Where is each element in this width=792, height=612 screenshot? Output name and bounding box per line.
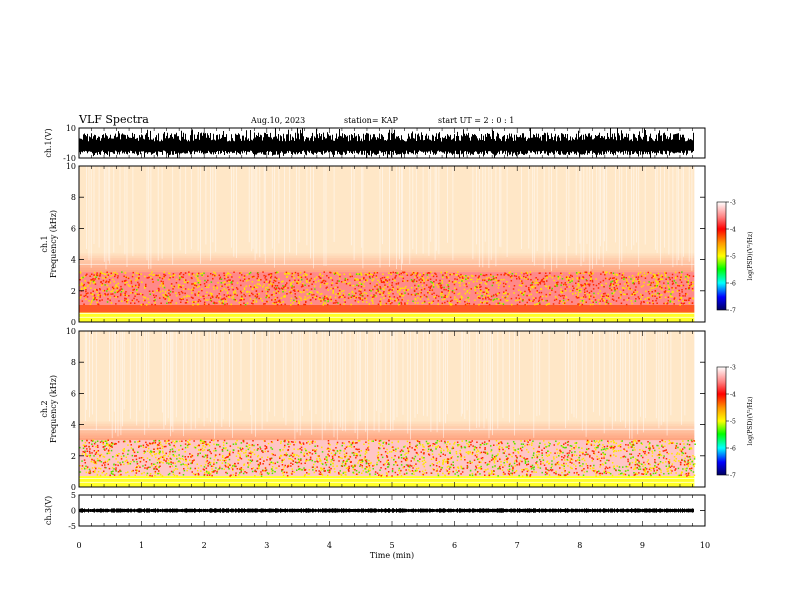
colorbar-tick-label: -6	[730, 281, 736, 288]
x-tick-label: 7	[515, 541, 520, 550]
colorbar-tick-label: -7	[730, 308, 736, 315]
spectrogram-ylabel: ch.2	[40, 400, 49, 417]
colorbar-tick-label: -6	[730, 446, 736, 453]
x-tick-label: 2	[202, 541, 207, 550]
colorbar-tick-label: -5	[730, 254, 736, 261]
spectrogram-speckle	[82, 271, 690, 306]
x-tick-label: 9	[640, 541, 645, 550]
x-axis-label: Time (min)	[370, 551, 414, 560]
x-tick-label: 5	[389, 541, 394, 550]
y-tick-label: 2	[71, 287, 76, 296]
ch1-colorbar: -3 -4 -5 -6 -7 log(PSD)(V²/Hz)	[716, 200, 754, 315]
y-tick-label: 4	[71, 256, 76, 265]
spectrogram-speckle	[79, 271, 695, 306]
y-tick-label: 2	[71, 452, 76, 461]
spectrogram-speckle	[81, 439, 695, 477]
figure-title: VLF Spectra	[78, 113, 149, 126]
spectrogram-ylabel: Frequency (kHz)	[49, 375, 58, 443]
ch3-waveform-panel: 5 0 -5 ch.3(V)	[44, 491, 706, 531]
spectrogram-band	[79, 476, 695, 487]
y-tick-label: 10	[66, 162, 76, 171]
ch3-waveform-trace	[79, 508, 694, 513]
ch2-colorbar: -3 -4 -5 -6 -7 log(PSD)(V²/Hz)	[716, 365, 754, 480]
y-tick-label: 10	[66, 124, 76, 133]
x-tick-label: 4	[327, 541, 332, 550]
ch1-spectrogram-panel: 0 2 4 6 8 10 ch.1 Frequency (kHz)	[40, 162, 706, 327]
ch1-waveform-ylabel: ch.1(V)	[44, 128, 53, 157]
spectrogram-band	[79, 260, 695, 263]
colorbar-label: log(PSD)(V²/Hz)	[747, 232, 754, 281]
spectrogram-ylabel: ch.1	[40, 235, 49, 252]
spectrogram-band	[79, 331, 695, 441]
spectrogram-band	[79, 433, 695, 436]
spectrogram-band	[79, 265, 695, 268]
date-label: Aug.10, 2023	[250, 116, 305, 125]
ch2-spectrogram-panel: 0 2 4 6 8 10 ch.2 Frequency (kHz)	[40, 327, 706, 492]
y-tick-label: 8	[71, 193, 76, 202]
spectrogram-band	[79, 421, 695, 424]
x-tick-label: 1	[139, 541, 144, 550]
y-tick-label: 6	[71, 224, 76, 233]
spectrogram-band	[79, 435, 695, 438]
spectrogram-band	[79, 255, 695, 259]
colorbar-gradient	[716, 366, 727, 476]
colorbar-tick-label: -3	[730, 200, 736, 207]
spectrogram-band	[79, 253, 695, 256]
spectrogram-band	[79, 267, 695, 270]
station-label: station= KAP	[344, 116, 399, 125]
spectrogram-band	[79, 304, 695, 313]
time-axis: 0 1 2 3 4 5 6 7 8 9 10 Time (min)	[76, 541, 710, 560]
y-tick-label: 10	[66, 327, 76, 336]
x-tick-label: 0	[76, 541, 81, 550]
y-tick-label: 8	[71, 358, 76, 367]
colorbar-tick-label: -7	[730, 473, 736, 480]
colorbar-tick-label: -4	[730, 392, 736, 399]
y-tick-label: 4	[71, 421, 76, 430]
colorbar-label: log(PSD)(V²/Hz)	[747, 397, 754, 446]
ch1-waveform-trace	[79, 128, 694, 158]
x-tick-label: 8	[577, 541, 582, 550]
ch3-waveform-ylabel: ch.3(V)	[44, 496, 53, 525]
spectrogram-band	[79, 426, 695, 429]
y-tick-label: -5	[68, 522, 76, 531]
spectrogram-band	[79, 423, 695, 427]
spectrogram-band	[79, 269, 695, 273]
x-tick-label: 6	[452, 541, 457, 550]
y-tick-label: 0	[71, 507, 76, 516]
ch1-waveform-panel: 10 -10 ch.1(V)	[44, 124, 706, 163]
spectrogram-streaks	[86, 166, 693, 272]
x-tick-label: 10	[700, 541, 710, 550]
y-tick-label: -10	[63, 154, 76, 163]
x-tick-label: 3	[264, 541, 269, 550]
spectrogram-band	[79, 166, 695, 273]
colorbar-gradient	[716, 201, 727, 311]
start-time-label: start UT = 2 : 0 : 1	[438, 116, 514, 125]
y-tick-label: 0	[71, 483, 76, 492]
y-tick-label: 0	[71, 318, 76, 327]
colorbar-tick-label: -4	[730, 227, 736, 234]
colorbar-tick-label: -3	[730, 365, 736, 372]
y-tick-label: 5	[71, 491, 76, 500]
spectrogram-ylabel: Frequency (kHz)	[49, 210, 58, 278]
spectrogram-band	[79, 258, 695, 261]
spectrogram-band	[79, 437, 695, 441]
y-tick-label: 6	[71, 389, 76, 398]
colorbar-tick-label: -5	[730, 419, 736, 426]
spectrogram-band	[79, 430, 695, 434]
